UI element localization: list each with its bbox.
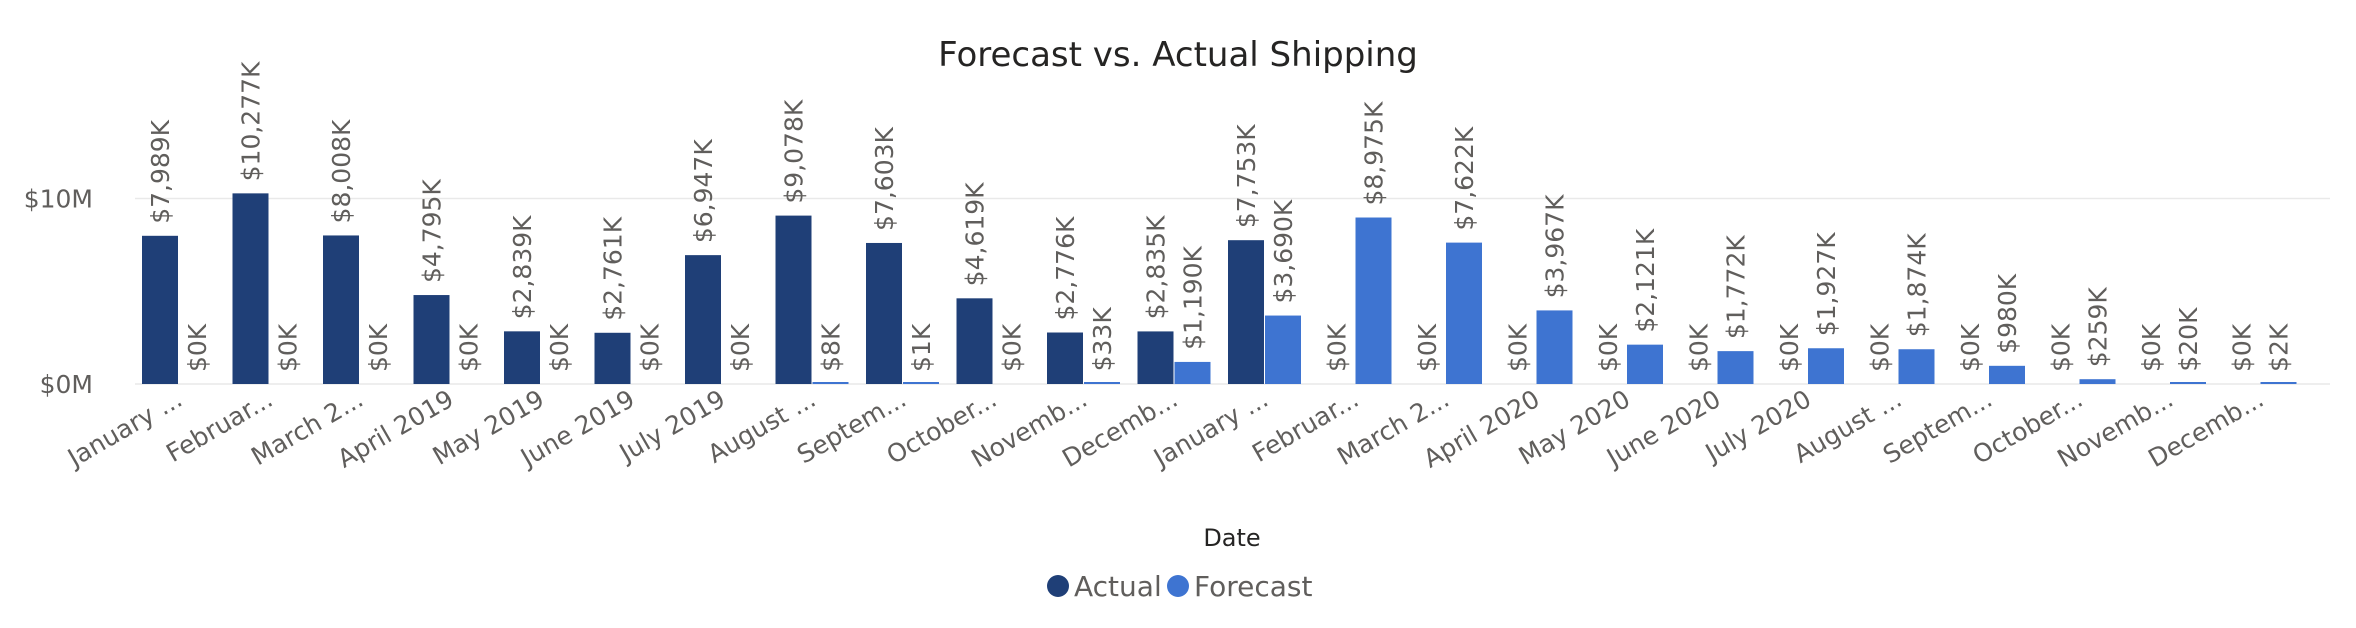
y-axis: $0M $10M: [24, 185, 93, 400]
forecast-data-label: $0K: [364, 323, 393, 372]
actual-data-label: $7,989K: [146, 119, 175, 223]
forecast-data-label: $0K: [636, 323, 665, 372]
forecast-bar[interactable]: [2170, 382, 2206, 384]
actual-data-label: $2,835K: [1142, 215, 1171, 319]
actual-data-label: $6,947K: [689, 139, 718, 243]
forecast-data-label: $3,690K: [1269, 199, 1298, 303]
chart-title: Forecast vs. Actual Shipping: [938, 35, 1418, 75]
actual-data-label: $4,795K: [418, 179, 447, 283]
actual-data-label: $2,761K: [599, 216, 628, 320]
forecast-data-label: $1,927K: [1812, 232, 1841, 336]
actual-bar[interactable]: [413, 295, 450, 384]
forecast-data-label: $1,772K: [1722, 235, 1751, 339]
actual-data-label: $0K: [1413, 323, 1442, 372]
actual-data-label: $0K: [1775, 323, 1804, 372]
actual-bar[interactable]: [685, 255, 721, 384]
actual-data-label: $0K: [1866, 323, 1895, 372]
forecast-legend-label[interactable]: Forecast: [1194, 570, 1313, 603]
y-tick-label: $0M: [40, 370, 93, 399]
forecast-data-label: $1,874K: [1903, 233, 1932, 337]
actual-bar[interactable]: [232, 193, 269, 384]
forecast-data-label: $7,622K: [1450, 126, 1479, 230]
forecast-bar[interactable]: [1355, 217, 1392, 384]
forecast-data-label: $0K: [545, 323, 574, 372]
actual-data-label: $0K: [1323, 323, 1352, 372]
actual-data-label: $7,753K: [1232, 124, 1261, 228]
forecast-bar[interactable]: [1446, 242, 1482, 384]
forecast-data-label: $33K: [1088, 307, 1117, 372]
forecast-data-label: $0K: [183, 323, 212, 372]
actual-legend-label[interactable]: Actual: [1074, 570, 1162, 603]
actual-bar[interactable]: [142, 235, 178, 384]
actual-bar[interactable]: [504, 331, 540, 384]
forecast-bar[interactable]: [1084, 382, 1120, 384]
actual-data-label: $10,277K: [237, 61, 266, 181]
actual-bar[interactable]: [1047, 332, 1083, 384]
forecast-bar[interactable]: [903, 382, 939, 384]
forecast-data-label: $980K: [1993, 273, 2022, 354]
actual-bar[interactable]: [775, 215, 812, 384]
forecast-data-label: $3,967K: [1541, 194, 1570, 298]
actual-data-label: $2,776K: [1051, 216, 1080, 320]
x-axis: January ...Februar...March 2...April 201…: [61, 384, 2268, 473]
forecast-data-label: $259K: [2084, 287, 2113, 368]
actual-bar[interactable]: [594, 332, 631, 384]
forecast-bar[interactable]: [1808, 348, 1844, 384]
actual-bar[interactable]: [1228, 240, 1264, 384]
forecast-data-label: $20K: [2174, 307, 2203, 372]
forecast-data-label: $8K: [817, 323, 846, 372]
actual-data-label: $9,078K: [780, 99, 809, 203]
forecast-bar[interactable]: [1898, 349, 1935, 384]
actual-bar[interactable]: [323, 235, 359, 384]
forecast-bar[interactable]: [1717, 351, 1754, 384]
actual-data-label: $0K: [2047, 323, 2076, 372]
forecast-bar[interactable]: [1989, 365, 2025, 384]
y-tick-label: $10M: [24, 185, 93, 214]
actual-legend-marker: [1047, 575, 1069, 597]
actual-bar[interactable]: [866, 242, 902, 384]
forecast-data-label: $2,121K: [1631, 228, 1660, 332]
legend: Actual Forecast: [1047, 570, 1313, 603]
actual-data-label: $0K: [1594, 323, 1623, 372]
forecast-bar[interactable]: [812, 382, 849, 384]
actual-data-label: $8,008K: [327, 119, 356, 223]
forecast-data-label: $0K: [455, 323, 484, 372]
forecast-legend-marker: [1167, 575, 1189, 597]
forecast-bar[interactable]: [1174, 361, 1211, 384]
actual-data-label: $4,619K: [961, 182, 990, 286]
actual-data-label: $0K: [1504, 323, 1533, 372]
forecast-bar[interactable]: [1627, 344, 1663, 384]
actual-data-label: $0K: [1685, 323, 1714, 372]
actual-data-label: $0K: [2137, 323, 2166, 372]
data-labels: $7,989K $0K $10,277K $0K $8,008K $0K $4,795K $0…: [146, 61, 2294, 372]
forecast-data-label: $1,190K: [1179, 245, 1208, 349]
forecast-data-label: $0K: [998, 323, 1027, 372]
bars: [142, 193, 2297, 384]
forecast-data-label: $1K: [907, 323, 936, 372]
forecast-bar[interactable]: [1265, 315, 1301, 384]
forecast-data-label: $0K: [274, 323, 303, 372]
actual-data-label: $0K: [2228, 323, 2257, 372]
forecast-data-label: $8,975K: [1360, 101, 1389, 205]
actual-data-label: $7,603K: [870, 126, 899, 230]
actual-bar[interactable]: [956, 298, 993, 384]
actual-data-label: $2,839K: [508, 215, 537, 319]
actual-bar[interactable]: [1137, 331, 1174, 384]
actual-data-label: $0K: [1956, 323, 1985, 372]
forecast-bar[interactable]: [2079, 379, 2116, 384]
forecast-data-label: $2K: [2265, 323, 2294, 372]
forecast-bar[interactable]: [2260, 382, 2297, 384]
x-axis-title: Date: [1203, 524, 1260, 552]
forecast-bar[interactable]: [1536, 310, 1573, 384]
forecast-data-label: $0K: [726, 323, 755, 372]
